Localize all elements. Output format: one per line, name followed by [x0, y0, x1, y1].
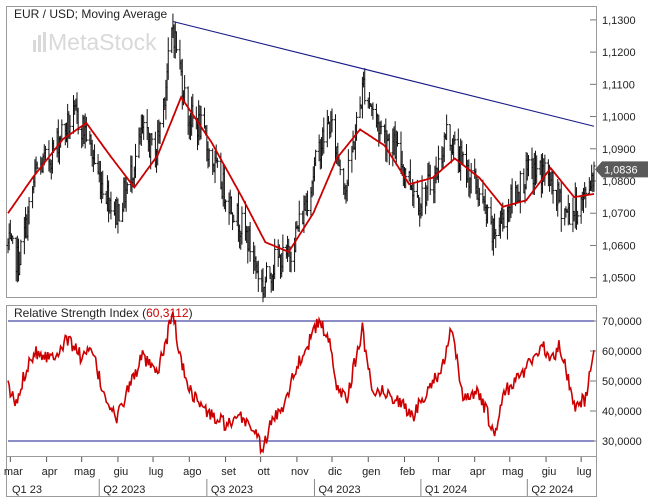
rsi-open-paren: ( [139, 306, 146, 320]
month-label: ago [183, 466, 201, 478]
last-price-label: 1,0836 [604, 164, 638, 176]
price-panel-frame [6, 6, 597, 298]
month-label: feb [400, 466, 415, 478]
rsi-y-tick-label: 50,0000 [602, 376, 642, 388]
rsi-panel-frame [6, 305, 597, 457]
price-y-tick-label: 1,0800 [602, 176, 636, 188]
month-label: ott [258, 466, 270, 478]
rsi-title-text: Relative Strength Index [14, 306, 139, 320]
month-label: apr [42, 466, 58, 478]
month-label: mar [432, 466, 451, 478]
last-price-badge [595, 161, 648, 178]
quarter-label: Q2 2023 [103, 484, 145, 496]
month-label: lug [577, 466, 592, 478]
rsi-current-value: 60,3112 [146, 306, 189, 320]
watermark-text: MetaStock [48, 29, 157, 55]
price-y-tick-label: 1,1100 [602, 79, 635, 91]
month-label: set [221, 466, 236, 478]
last-price-marker: 1,0836 [595, 161, 648, 178]
x-axis-frame [6, 456, 597, 497]
rsi-y-tick-label: 30,0000 [602, 436, 642, 448]
price-y-tick-label: 1,1000 [602, 112, 636, 124]
quarter-label: Q2 2024 [531, 484, 573, 496]
watermark: MetaStock [33, 29, 157, 55]
rsi-line-layer [7, 311, 595, 455]
month-label: mag [502, 466, 523, 478]
price-y-axis: 1,0500 1,0600 1,0700 1,0800 1,0900 1,1000 1,11… [590, 15, 636, 285]
month-label: gen [362, 466, 380, 478]
month-label: mar [4, 466, 23, 478]
metastock-logo-icon [33, 32, 46, 52]
rsi-close-paren: ) [189, 306, 193, 320]
time-axis: mar apr mag giu lug ago set ott nov dic gen feb mar a… [4, 457, 592, 496]
trendline-layer [172, 20, 595, 127]
quarter-label: Q1 23 [12, 484, 42, 496]
price-y-tick-label: 1,0500 [602, 273, 636, 285]
price-y-tick-label: 1,1300 [602, 15, 636, 27]
quarter-label: Q3 2023 [211, 484, 253, 496]
moving-average-line [7, 95, 595, 254]
month-label: mag [74, 466, 95, 478]
month-label: nov [291, 466, 309, 478]
month-label: giu [542, 466, 557, 478]
trendline [172, 20, 595, 127]
rsi-y-tick-label: 40,0000 [602, 406, 642, 418]
rsi-y-axis: 30,0000 40,0000 50,0000 60,0000 70,0000 [590, 316, 642, 448]
price-y-tick-label: 1,0600 [602, 240, 636, 252]
quarter-label: Q4 2023 [318, 484, 360, 496]
rsi-panel-title: Relative Strength Index (60,3112) [14, 306, 193, 320]
price-y-tick-label: 1,0900 [602, 144, 636, 156]
price-y-tick-label: 1,1200 [602, 47, 636, 59]
rsi-line [7, 311, 595, 455]
rsi-y-tick-label: 60,0000 [602, 346, 642, 358]
month-label: apr [470, 466, 486, 478]
rsi-y-tick-label: 70,0000 [602, 316, 642, 328]
month-label: dic [328, 466, 343, 478]
quarter-label: Q1 2024 [425, 484, 467, 496]
price-y-tick-label: 1,0700 [602, 208, 636, 220]
price-panel-title: EUR / USD; Moving Average [14, 7, 168, 21]
month-label: lug [149, 466, 164, 478]
month-label: giu [114, 466, 129, 478]
moving-average-layer [7, 95, 595, 254]
